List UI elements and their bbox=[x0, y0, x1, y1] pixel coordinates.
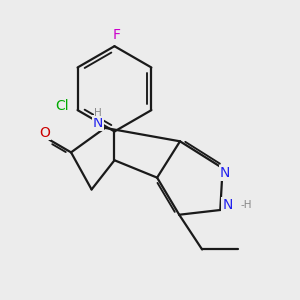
Text: N: N bbox=[93, 116, 103, 130]
Text: F: F bbox=[112, 28, 120, 42]
Text: N: N bbox=[222, 198, 233, 212]
Text: Cl: Cl bbox=[56, 99, 69, 113]
Text: O: O bbox=[39, 126, 50, 140]
Text: -H: -H bbox=[241, 200, 252, 210]
Text: N: N bbox=[219, 166, 230, 180]
Text: H: H bbox=[94, 108, 102, 118]
